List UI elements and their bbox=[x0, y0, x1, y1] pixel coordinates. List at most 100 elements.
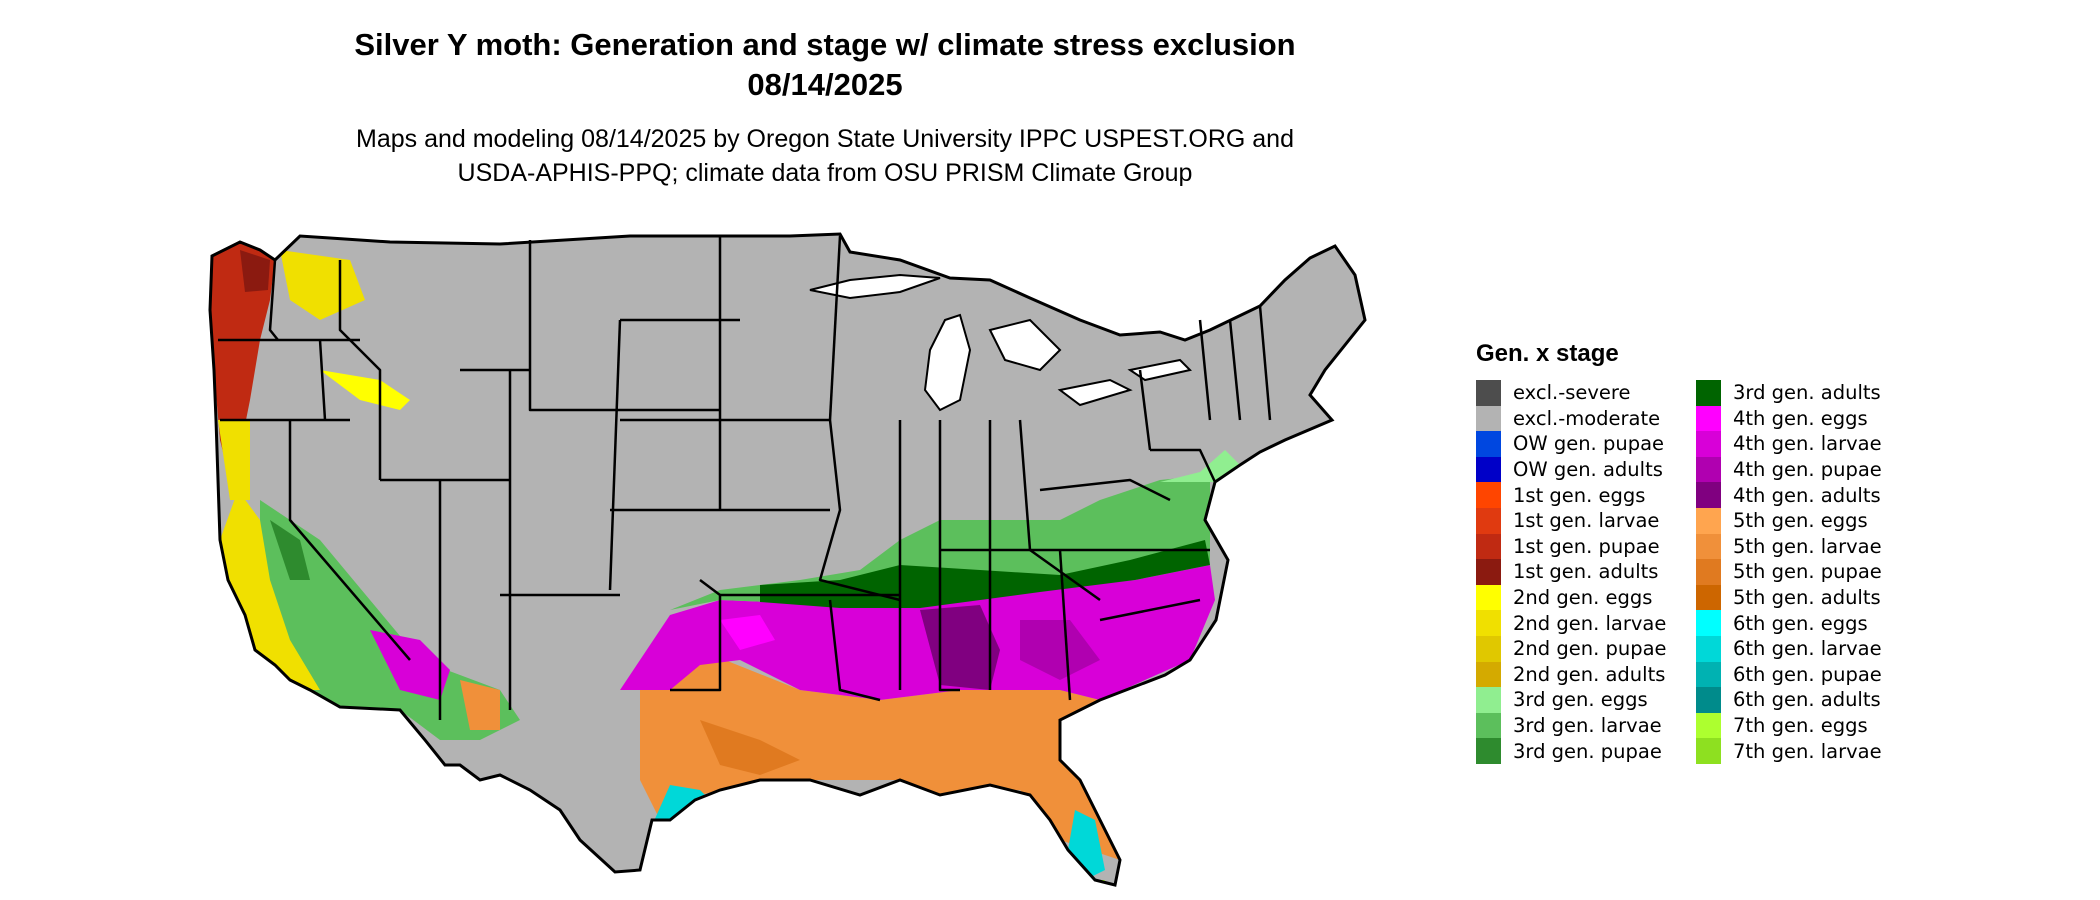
legend-item: 3rd gen. larvae bbox=[1476, 712, 1667, 739]
legend-swatch bbox=[1696, 482, 1721, 508]
legend-label: 2nd gen. adults bbox=[1513, 662, 1666, 686]
legend-label: 5th gen. eggs bbox=[1733, 509, 1868, 533]
zone-pnw-1st-gen-adults bbox=[240, 250, 270, 292]
legend-item: 6th gen. adults bbox=[1696, 687, 1882, 713]
legend-label: 1st gen. larvae bbox=[1513, 509, 1660, 533]
legend-swatch bbox=[1476, 610, 1501, 636]
legend-item: 2nd gen. eggs bbox=[1476, 584, 1667, 611]
legend-label: 3rd gen. pupae bbox=[1513, 739, 1662, 763]
state-boundary bbox=[670, 579, 722, 692]
state-boundary bbox=[318, 339, 327, 421]
zone-3rd-gen-adults bbox=[760, 540, 1210, 608]
legend-label: OW gen. pupae bbox=[1513, 432, 1665, 456]
legend-item: 5th gen. adults bbox=[1696, 584, 1882, 611]
legend-item: 3rd gen. pupae bbox=[1476, 738, 1667, 764]
state-boundary bbox=[1198, 319, 1212, 421]
state-boundary bbox=[1258, 305, 1272, 421]
legend-item: OW gen. pupae bbox=[1476, 431, 1667, 457]
legend-title: Gen. x stage bbox=[1476, 340, 1619, 367]
legend-label: 1st gen. eggs bbox=[1513, 483, 1646, 507]
state-boundary bbox=[1150, 448, 1217, 483]
legend-item: excl.-severe bbox=[1476, 380, 1667, 406]
legend-item: 3rd gen. eggs bbox=[1476, 687, 1667, 713]
legend-label: 4th gen. adults bbox=[1733, 483, 1881, 507]
legend-label: 6th gen. pupae bbox=[1733, 662, 1882, 686]
legend-label: 2nd gen. eggs bbox=[1513, 586, 1653, 610]
zone-ca-2nd-gen bbox=[220, 490, 320, 690]
zone-4th-gen-pupae bbox=[1020, 620, 1100, 680]
legend-swatch bbox=[1476, 431, 1501, 457]
legend-item: 1st gen. pupae bbox=[1476, 533, 1667, 560]
legend-label: 5th gen. larvae bbox=[1733, 534, 1882, 558]
legend-item: 2nd gen. larvae bbox=[1476, 610, 1667, 636]
legend-label: 4th gen. eggs bbox=[1733, 406, 1868, 430]
state-boundary bbox=[1039, 478, 1171, 502]
legend-swatch bbox=[1476, 661, 1501, 688]
legend-label: 3rd gen. adults bbox=[1733, 381, 1881, 405]
legend-swatch bbox=[1696, 559, 1721, 585]
legend-label: OW gen. adults bbox=[1513, 458, 1663, 482]
legend-item: 1st gen. eggs bbox=[1476, 482, 1667, 508]
zone-sw-5th-gen bbox=[460, 680, 500, 730]
legend-item: 4th gen. eggs bbox=[1696, 405, 1882, 432]
legend-label: 6th gen. larvae bbox=[1733, 637, 1882, 661]
legend-swatch bbox=[1476, 584, 1501, 611]
state-boundary bbox=[1138, 369, 1152, 451]
zone-or-2nd-gen bbox=[218, 420, 250, 500]
state-boundary bbox=[828, 599, 881, 702]
lake bbox=[809, 273, 941, 300]
map-credit-line-1: Maps and modeling 08/14/2025 by Oregon S… bbox=[356, 125, 1294, 153]
legend-label: 5th gen. pupae bbox=[1733, 560, 1882, 584]
zone-5th-gen-larvae bbox=[640, 650, 1120, 860]
legend-item: OW gen. adults bbox=[1476, 456, 1667, 483]
stage-zones bbox=[210, 234, 1365, 885]
legend-item: 1st gen. adults bbox=[1476, 559, 1667, 585]
legend-label: 5th gen. adults bbox=[1733, 586, 1881, 610]
legend-swatch bbox=[1476, 533, 1501, 560]
state-boundary bbox=[338, 260, 382, 480]
legend-swatch bbox=[1696, 610, 1721, 636]
state-boundary bbox=[288, 420, 411, 661]
zone-ca-3rd-gen-pupae bbox=[270, 520, 310, 580]
legend-label: 4th gen. larvae bbox=[1733, 432, 1882, 456]
legend-swatch bbox=[1696, 431, 1721, 457]
legend-item: excl.-moderate bbox=[1476, 405, 1667, 432]
legend-item: 6th gen. eggs bbox=[1696, 610, 1882, 636]
legend-item: 3rd gen. adults bbox=[1696, 380, 1882, 406]
legend-item: 2nd gen. pupae bbox=[1476, 635, 1667, 662]
state-boundary bbox=[828, 235, 842, 421]
legend-label: 3rd gen. eggs bbox=[1513, 688, 1648, 712]
legend-swatch bbox=[1476, 380, 1501, 406]
legend-swatch bbox=[1696, 738, 1721, 764]
legend-label: 6th gen. eggs bbox=[1733, 611, 1868, 635]
state-boundary bbox=[1058, 549, 1072, 701]
zone-excluded-moderate bbox=[210, 234, 1365, 885]
lake bbox=[1057, 378, 1133, 407]
lake bbox=[988, 318, 1062, 372]
legend-item: 5th gen. larvae bbox=[1696, 533, 1882, 560]
legend-label: 7th gen. eggs bbox=[1733, 714, 1868, 738]
legend-swatch bbox=[1476, 507, 1501, 534]
zone-pnw-2nd-gen bbox=[280, 250, 365, 320]
legend-item: 4th gen. adults bbox=[1696, 482, 1882, 508]
legend-label: 6th gen. adults bbox=[1733, 688, 1881, 712]
legend-label: excl.-severe bbox=[1513, 381, 1631, 405]
zone-3rd-gen-eggs bbox=[1160, 450, 1240, 482]
legend-label: 2nd gen. larvae bbox=[1513, 611, 1667, 635]
state-boundary bbox=[1228, 319, 1242, 421]
legend-swatch bbox=[1696, 661, 1721, 688]
legend-item: 6th gen. pupae bbox=[1696, 661, 1882, 688]
legend-column-1: excl.-severe excl.-moderate OW gen. pupae O… bbox=[1476, 380, 1667, 764]
legend-column-2: 3rd gen. adults 4th gen. eggs 4th gen. lar… bbox=[1696, 380, 1882, 764]
legend-item: 2nd gen. adults bbox=[1476, 661, 1667, 688]
legend-swatch bbox=[1696, 380, 1721, 406]
legend-item: 7th gen. eggs bbox=[1696, 712, 1882, 739]
legend-label: 1st gen. pupae bbox=[1513, 534, 1660, 558]
legend-item: 4th gen. pupae bbox=[1696, 456, 1882, 483]
legend-swatch bbox=[1476, 482, 1501, 508]
legend-swatch bbox=[1476, 687, 1501, 713]
legend-label: 4th gen. pupae bbox=[1733, 458, 1882, 482]
legend-item: 5th gen. pupae bbox=[1696, 559, 1882, 585]
legend-swatch bbox=[1696, 584, 1721, 611]
legend-item: 6th gen. larvae bbox=[1696, 635, 1882, 662]
